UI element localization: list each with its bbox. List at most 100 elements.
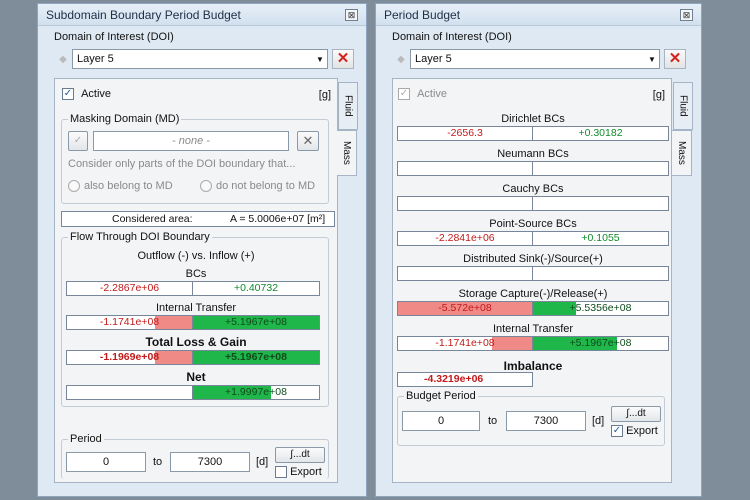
budget-period-from-input[interactable]: 0 (402, 411, 480, 431)
right-mass-page: ✓ Active [g] Dirichlet BCs -2656.3 +0.3018… (392, 78, 672, 483)
imbalance-label: Imbalance (503, 359, 563, 373)
budget-row-values (397, 161, 669, 176)
right-doi-select[interactable]: Layer 5 ▼ (410, 49, 660, 69)
bcs-outflow: -2.2867e+06 (66, 281, 193, 296)
radio-icon[interactable] (68, 180, 80, 193)
internal-inflow: +5.1967e+08 (193, 315, 320, 330)
budget-row-inflow (533, 161, 669, 176)
budget-row-label: Cauchy BCs (502, 183, 564, 195)
budget-row-outflow: -1.1741e+08 (397, 336, 533, 351)
left-mass-page: ✓ Active [g] Masking Domain (MD) ✓ - non… (54, 78, 338, 483)
right-doi-clear-button[interactable]: ✕ (664, 49, 686, 69)
masking-option-not-label: do not belong to MD (216, 180, 316, 192)
budget-row-values: -2656.3 +0.30182 (397, 126, 669, 141)
budget-row-inflow: +5.1967e+08 (533, 336, 669, 351)
chevron-down-icon: ▼ (316, 54, 324, 64)
budget-row-values: -1.1741e+08 +5.1967e+08 (397, 336, 669, 351)
chevron-down-icon: ▼ (648, 54, 656, 64)
budget-row-values (397, 196, 669, 211)
masking-domain-title: Masking Domain (MD) (68, 113, 182, 125)
flow-subtitle: Outflow (-) vs. Inflow (+) (137, 250, 255, 262)
budget-export-label: Export (626, 425, 658, 437)
masking-domain-field[interactable]: - none - (93, 131, 289, 151)
left-doi-lock-icon[interactable]: ◆ (59, 53, 67, 65)
masking-clear-button[interactable]: ✕ (297, 131, 319, 151)
left-doi-clear-button[interactable]: ✕ (332, 49, 354, 69)
considered-area-value: A = 5.0006e+07 [m²] (230, 213, 326, 225)
masking-option-not[interactable]: do not belong to MD (200, 180, 316, 193)
tab-fluid[interactable]: Fluid (673, 82, 693, 130)
export-checkbox[interactable]: Export (275, 466, 322, 479)
left-close-icon[interactable]: ⊠ (345, 8, 358, 21)
left-doi-select[interactable]: Layer 5 ▼ (72, 49, 328, 69)
left-active-label: Active (81, 88, 112, 100)
imbalance-value: -4.3219e+06 (397, 372, 533, 387)
bcs-label: BCs (185, 268, 207, 280)
budget-row-outflow (397, 161, 533, 176)
export-check-icon[interactable] (275, 466, 287, 479)
imbalance-values: -4.3219e+06 (397, 372, 533, 387)
budget-row-outflow: -2.2841e+06 (397, 231, 533, 246)
right-doi-value: Layer 5 (415, 53, 452, 65)
flow-title: Flow Through DOI Boundary (68, 231, 212, 243)
period-from-input[interactable]: 0 (66, 452, 146, 472)
right-doi-label: Domain of Interest (DOI) (392, 31, 512, 43)
budget-row-label: Point-Source BCs (489, 218, 577, 230)
masking-row: ✓ - none - ✕ (68, 131, 319, 151)
budget-period-title: Budget Period (404, 390, 478, 402)
right-active-checkbox[interactable]: ✓ Active (398, 88, 447, 101)
masking-option-also[interactable]: also belong to MD (68, 180, 173, 193)
budget-row-inflow: +0.1055 (533, 231, 669, 246)
left-panel-title: Subdomain Boundary Period Budget (46, 7, 241, 22)
flow-through-boundary-group: Flow Through DOI Boundary Outflow (-) vs… (61, 231, 329, 407)
internal-transfer-label: Internal Transfer (155, 302, 237, 314)
period-to-label: to (153, 456, 163, 468)
budget-row-label: Dirichlet BCs (501, 113, 565, 125)
tab-fluid[interactable]: Fluid (338, 82, 358, 130)
net-outflow (66, 385, 193, 400)
budget-row-inflow: +5.5356e+08 (533, 301, 669, 316)
total-loss-gain-label: Total Loss & Gain (145, 335, 247, 349)
left-active-checkbox[interactable]: ✓ Active (62, 88, 112, 101)
masking-hint: Consider only parts of the DOI boundary … (68, 158, 296, 170)
total-inflow: +5.1967e+08 (193, 350, 320, 365)
right-active-check-icon[interactable]: ✓ (398, 88, 410, 101)
tab-mass[interactable]: Mass (672, 130, 692, 176)
right-unit-label: [g] (652, 89, 665, 101)
budget-row-label: Storage Capture(-)/Release(+) (458, 288, 608, 300)
subdomain-boundary-budget-panel: Subdomain Boundary Period Budget ⊠ Domai… (37, 3, 367, 497)
masking-domain-group: Masking Domain (MD) ✓ - none - ✕ Conside… (61, 113, 329, 204)
budget-export-check-icon[interactable]: ✓ (611, 425, 623, 438)
considered-area-box: Considered area: A = 5.0006e+07 [m²] (61, 211, 335, 227)
period-budget-panel: Period Budget ⊠ Domain of Interest (DOI)… (375, 3, 702, 497)
bcs-values: -2.2867e+06 +0.40732 (66, 281, 320, 296)
left-unit-label: [g] (318, 89, 331, 101)
integrate-button[interactable]: ∫...dt (275, 447, 325, 463)
budget-integrate-button[interactable]: ∫...dt (611, 406, 661, 422)
export-label: Export (290, 466, 322, 478)
tab-mass[interactable]: Mass (337, 130, 357, 176)
net-label: Net (186, 370, 206, 384)
budget-row-outflow (397, 266, 533, 281)
masking-option-also-label: also belong to MD (84, 180, 173, 192)
right-doi-lock-icon[interactable]: ◆ (397, 53, 405, 65)
total-outflow: -1.1969e+08 (66, 350, 193, 365)
period-to-input[interactable]: 7300 (170, 452, 250, 472)
right-close-icon[interactable]: ⊠ (680, 8, 693, 21)
budget-row-label: Internal Transfer (492, 323, 574, 335)
internal-transfer-values: -1.1741e+08 +5.1967e+08 (66, 315, 320, 330)
budget-period-to-input[interactable]: 7300 (506, 411, 586, 431)
period-title: Period (68, 433, 104, 445)
masking-lock-button[interactable]: ✓ (68, 131, 88, 151)
budget-row-values: -2.2841e+06 +0.1055 (397, 231, 669, 246)
budget-period-group: Budget Period 0 to 7300 [d] ∫...dt ✓ Exp… (397, 390, 665, 446)
right-panel-title: Period Budget (384, 7, 461, 22)
budget-row-label: Neumann BCs (497, 148, 569, 160)
considered-area-label: Considered area: (112, 213, 193, 225)
left-active-check-icon[interactable]: ✓ (62, 88, 74, 101)
right-titlebar: Period Budget ⊠ (376, 4, 701, 26)
radio-icon[interactable] (200, 180, 212, 193)
budget-export-checkbox[interactable]: ✓ Export (611, 425, 658, 438)
budget-row-values (397, 266, 669, 281)
net-values: +1.9997e+08 (66, 385, 320, 400)
